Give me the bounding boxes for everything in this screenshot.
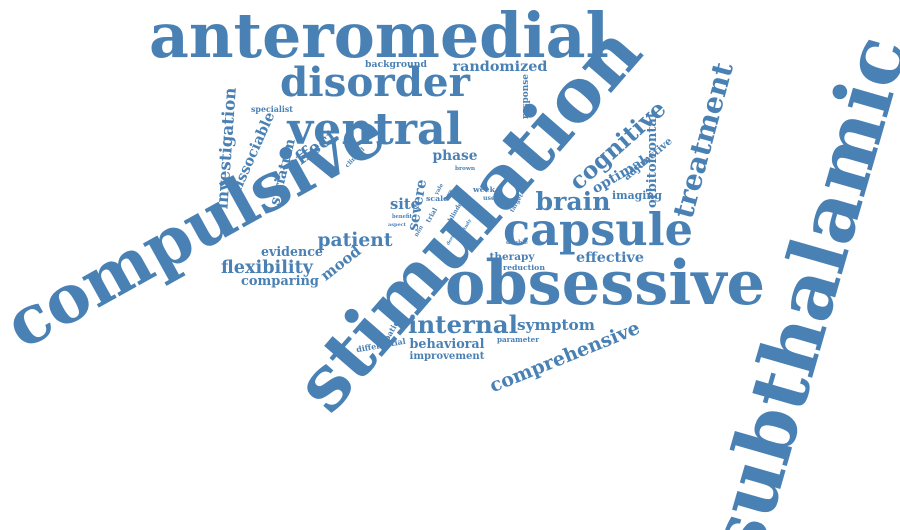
word-use: use — [483, 195, 495, 202]
word-behavioral: behavioral — [409, 336, 485, 352]
word-benefit: benefit — [392, 213, 412, 220]
word-effective: effective — [576, 250, 644, 266]
word-background: background — [365, 58, 427, 70]
word-specialist: specialist — [251, 105, 293, 114]
word-patient: patient — [317, 228, 393, 251]
word-obsessive: obsessive — [445, 247, 765, 319]
word-aspect: aspect — [388, 221, 406, 228]
word-evidence: evidence — [261, 243, 323, 259]
word-randomized: randomized — [452, 59, 548, 75]
word-disorder: disorder — [280, 58, 470, 106]
word-site: site — [390, 195, 420, 213]
word-double: double — [506, 240, 528, 246]
word-week: week — [473, 185, 495, 194]
word-therapy: therapy — [489, 250, 535, 263]
word-improvement: improvement — [409, 351, 485, 362]
word-comparing: comparing — [241, 273, 319, 289]
word-brown: brown — [455, 166, 476, 172]
word-capsule: capsule — [503, 202, 694, 256]
word-phase: phase — [432, 148, 478, 164]
word-scale: scale — [426, 194, 448, 203]
word-brain: brain — [535, 185, 611, 216]
word-symptom: symptom — [517, 315, 595, 334]
word-parameter: parameter — [497, 334, 539, 344]
word-treatment: treatment — [665, 58, 740, 222]
word-flexibility: flexibility — [221, 257, 313, 278]
word-anteromedial: anteromedial — [149, 0, 609, 72]
word-orbitofrontal: orbitofrontal — [644, 112, 660, 208]
word-internal: internal — [408, 309, 518, 339]
word-response: response — [520, 73, 531, 119]
word-ventral: ventral — [287, 104, 463, 155]
word-reduction: reduction — [503, 263, 545, 272]
word-imaging: imaging — [612, 188, 662, 202]
